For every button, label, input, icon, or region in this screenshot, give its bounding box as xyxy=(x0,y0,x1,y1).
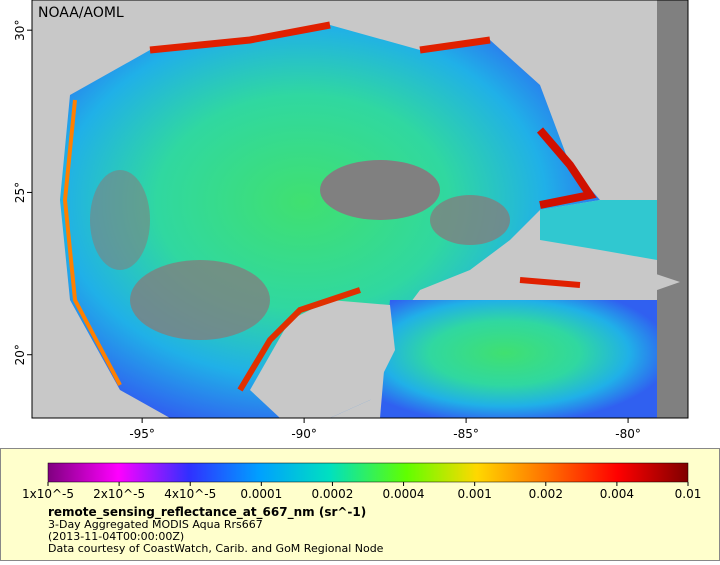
coastal-high xyxy=(237,287,361,392)
variable: remote_sensing_reflectance_at_667_nm (sr… xyxy=(48,505,366,520)
colorbar xyxy=(47,462,689,483)
colorbar-tick-label: 0.002 xyxy=(529,487,563,501)
no-data xyxy=(657,0,688,418)
x-tick-label: -80° xyxy=(615,427,641,441)
colorbar-tick-label: 1x10^-5 xyxy=(22,487,74,501)
y-tick-label: 25° xyxy=(13,182,27,203)
no-data-patch xyxy=(130,260,270,340)
colorbar-ticks: 1x10^-5 2x10^-5 4x10^-5 0.0001 0.0002 0.0004 0… xyxy=(22,482,701,501)
yucatan xyxy=(250,300,395,418)
colorbar-tick-label: 0.0001 xyxy=(240,487,282,501)
coastal-high xyxy=(62,99,122,386)
colorbar-tick-label: 0.001 xyxy=(457,487,491,501)
source: Data courtesy of CoastWatch, Carib. and … xyxy=(48,542,384,555)
map-frame xyxy=(31,0,689,419)
coastal-high xyxy=(149,21,491,54)
colorbar-tick-label: 0.004 xyxy=(600,487,634,501)
coastal-high xyxy=(536,127,597,209)
cuba xyxy=(480,255,680,296)
caribbean-water xyxy=(380,300,657,418)
x-tick-label: -85° xyxy=(453,427,479,441)
description: 3-Day Aggregated MODIS Aqua Rrs667 xyxy=(48,518,263,531)
x-tick-label: -95° xyxy=(129,427,155,441)
colorbar-tick-label: 2x10^-5 xyxy=(93,487,145,501)
coastal-high xyxy=(519,277,581,288)
time: (2013-11-04T00:00:00Z) xyxy=(48,530,184,543)
map: NOAA/AOML xyxy=(31,0,689,419)
colorbar-tick-label: 0.01 xyxy=(675,487,702,501)
y-tick-label: 30° xyxy=(13,20,27,41)
x-tick-label: -90° xyxy=(291,427,317,441)
straits-water xyxy=(540,200,657,260)
axes: -95° -90° -85° -80° 20° 25° 30° xyxy=(13,20,641,441)
no-data-patch xyxy=(90,170,150,270)
no-data-patch xyxy=(430,195,510,245)
colorbar-tick-label: 4x10^-5 xyxy=(164,487,216,501)
no-data-patch xyxy=(320,160,440,220)
credit: NOAA/AOML xyxy=(38,5,124,21)
colorbar-tick-label: 0.0004 xyxy=(383,487,425,501)
colorbar-tick-label: 0.0002 xyxy=(311,487,353,501)
y-tick-label: 20° xyxy=(13,344,27,365)
